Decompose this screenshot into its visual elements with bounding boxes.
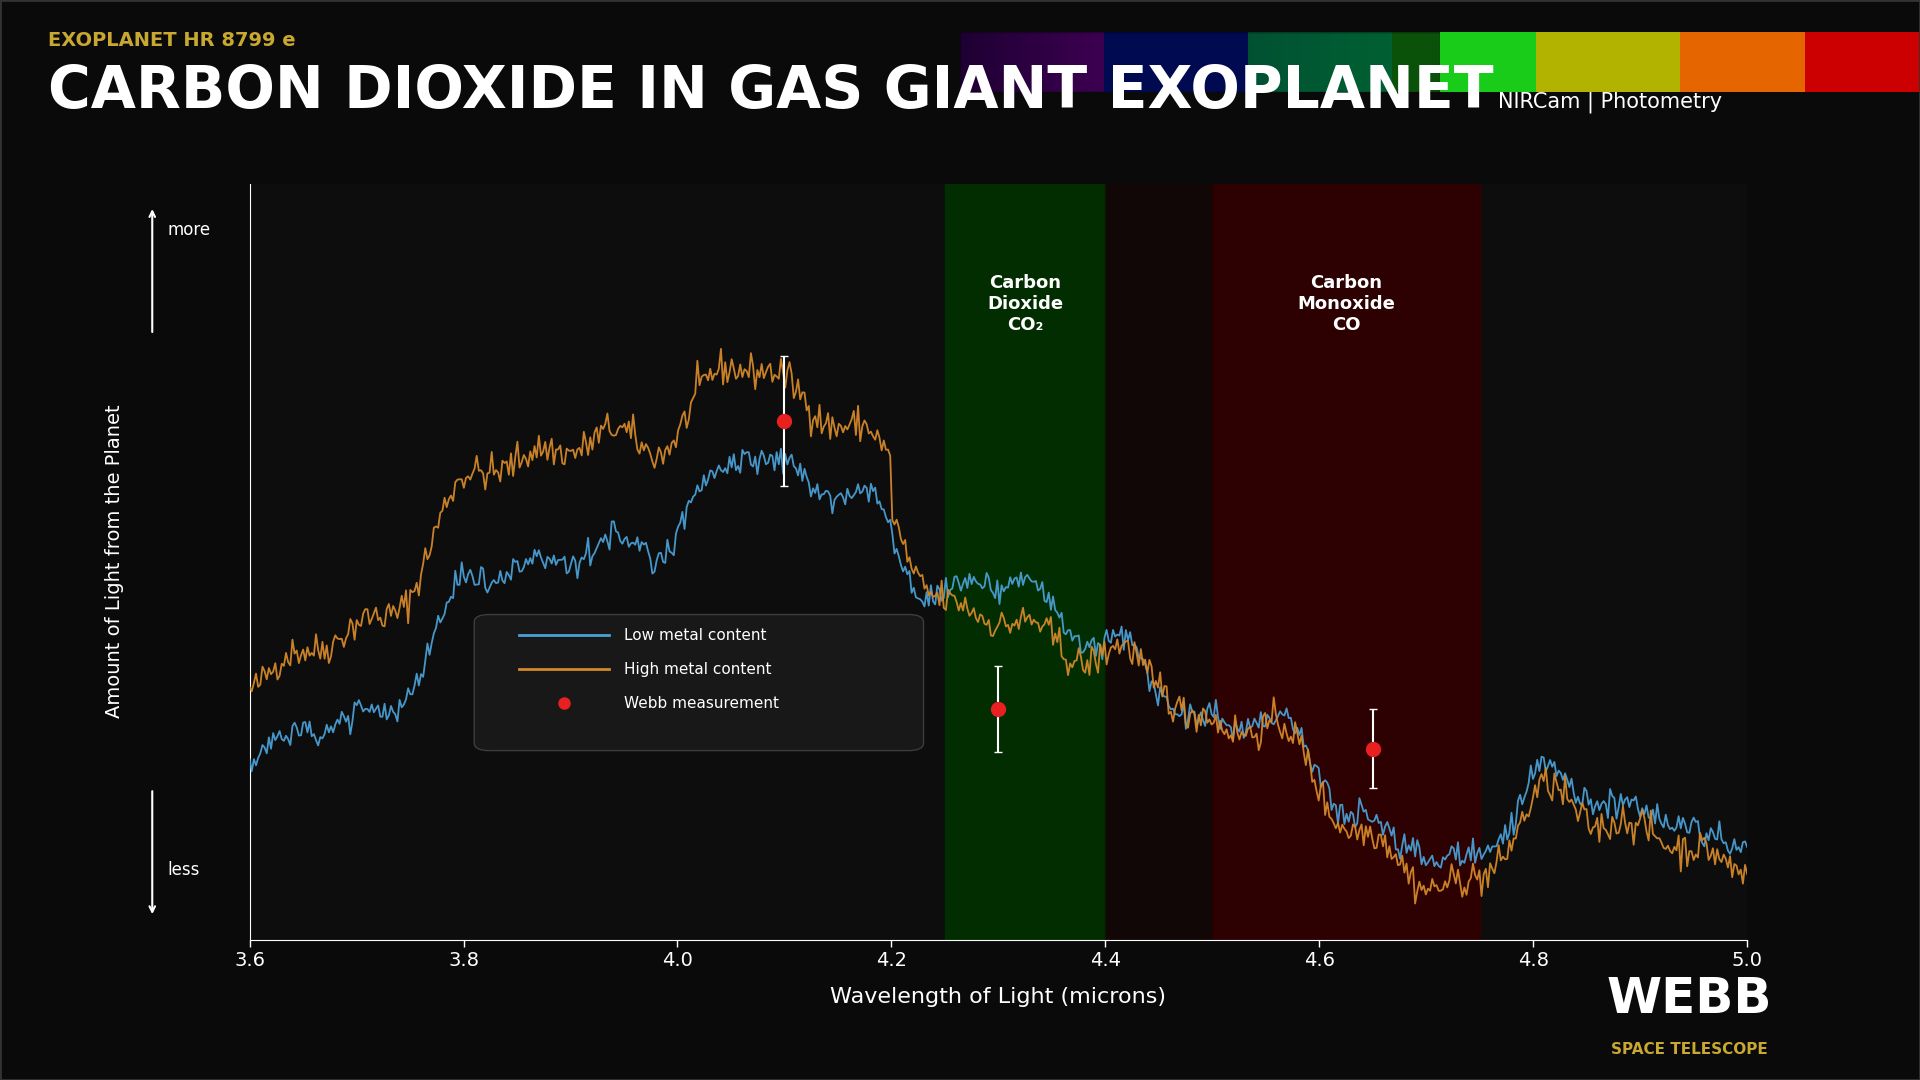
Bar [945, 184, 1106, 940]
Text: CARBON DIOXIDE IN GAS GIANT EXOPLANET: CARBON DIOXIDE IN GAS GIANT EXOPLANET [48, 63, 1494, 120]
Text: Carbon
Dioxide
CO₂: Carbon Dioxide CO₂ [987, 274, 1064, 334]
Text: NIRCam | Photometry: NIRCam | Photometry [1498, 91, 1722, 112]
Text: High metal content: High metal content [624, 662, 772, 677]
Text: SPACE TELESCOPE: SPACE TELESCOPE [1611, 1042, 1768, 1057]
Bar [1212, 184, 1480, 940]
Text: Webb measurement: Webb measurement [624, 696, 780, 711]
Text: Low metal content: Low metal content [624, 627, 766, 643]
Text: more: more [167, 221, 211, 240]
FancyBboxPatch shape [474, 615, 924, 751]
X-axis label: Wavelength of Light (microns): Wavelength of Light (microns) [829, 987, 1167, 1007]
Text: EXOPLANET HR 8799 e: EXOPLANET HR 8799 e [48, 31, 296, 50]
Text: WEBB: WEBB [1607, 975, 1772, 1023]
Bar [1106, 184, 1212, 940]
Text: Amount of Light from the Planet: Amount of Light from the Planet [106, 405, 125, 718]
Text: Carbon
Monoxide
CO: Carbon Monoxide CO [1298, 274, 1396, 334]
Text: less: less [167, 861, 200, 879]
